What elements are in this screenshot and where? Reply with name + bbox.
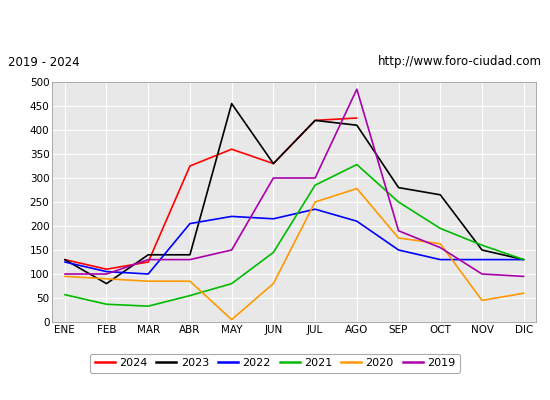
Text: Evolucion Nº Turistas Extranjeros en el municipio de Talarn: Evolucion Nº Turistas Extranjeros en el … — [60, 16, 490, 30]
Legend: 2024, 2023, 2022, 2021, 2020, 2019: 2024, 2023, 2022, 2021, 2020, 2019 — [90, 354, 460, 372]
Text: http://www.foro-ciudad.com: http://www.foro-ciudad.com — [378, 56, 542, 68]
Text: 2019 - 2024: 2019 - 2024 — [8, 56, 80, 68]
